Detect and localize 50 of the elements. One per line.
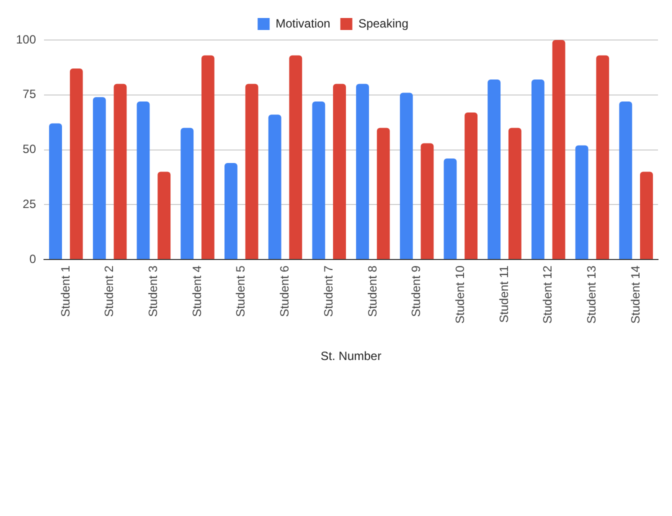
x-tick-label: Student 7 <box>321 265 336 317</box>
bar <box>49 123 62 260</box>
x-tick-label: Student 12 <box>540 265 555 324</box>
bar <box>420 143 434 260</box>
x-tick-label: Student 9 <box>409 265 424 317</box>
x-tick-label: Student 10 <box>452 265 467 324</box>
y-tick-label: 50 <box>22 142 36 156</box>
bar <box>92 97 106 260</box>
bar <box>552 40 566 260</box>
bar <box>201 55 214 260</box>
y-tick-label: 25 <box>22 196 36 211</box>
x-tick-label: Student 2 <box>102 265 116 317</box>
bar <box>444 158 457 260</box>
x-tick-label: Student 14 <box>628 265 642 324</box>
bar <box>70 68 83 260</box>
x-tick-label: Student 13 <box>584 265 599 324</box>
bar <box>333 84 346 260</box>
bar <box>575 145 588 260</box>
x-tick-label: Student 8 <box>365 265 380 317</box>
bar <box>114 84 127 260</box>
x-tick-label: Student 4 <box>190 265 204 317</box>
bar <box>136 101 150 260</box>
y-tick-label: 100 <box>16 32 36 46</box>
bar <box>180 128 194 260</box>
bar <box>245 84 258 260</box>
bar <box>508 128 522 260</box>
bar <box>464 112 478 260</box>
bar <box>400 92 413 260</box>
x-axis-title: St. Number <box>320 349 382 364</box>
legend-label: Motivation <box>276 16 330 30</box>
bar <box>376 128 390 260</box>
legend-label: Speaking <box>358 16 408 30</box>
x-tick-label: Student 11 <box>496 265 511 323</box>
x-tick-label: Student 6 <box>278 265 292 317</box>
bar <box>488 80 501 260</box>
bar <box>289 55 302 260</box>
x-tick-label: Student 5 <box>234 265 248 317</box>
bar <box>312 101 326 260</box>
bar <box>596 55 610 260</box>
bar <box>619 101 632 260</box>
bar <box>224 162 238 260</box>
bar <box>531 80 544 260</box>
x-tick-label: Student 1 <box>58 265 72 317</box>
bar <box>158 172 171 260</box>
x-tick-label: Student 3 <box>146 265 160 317</box>
bar <box>268 114 282 260</box>
bar <box>356 84 369 260</box>
bar <box>640 172 653 260</box>
y-tick-label: 75 <box>22 87 36 102</box>
y-tick-label: 0 <box>29 252 36 266</box>
